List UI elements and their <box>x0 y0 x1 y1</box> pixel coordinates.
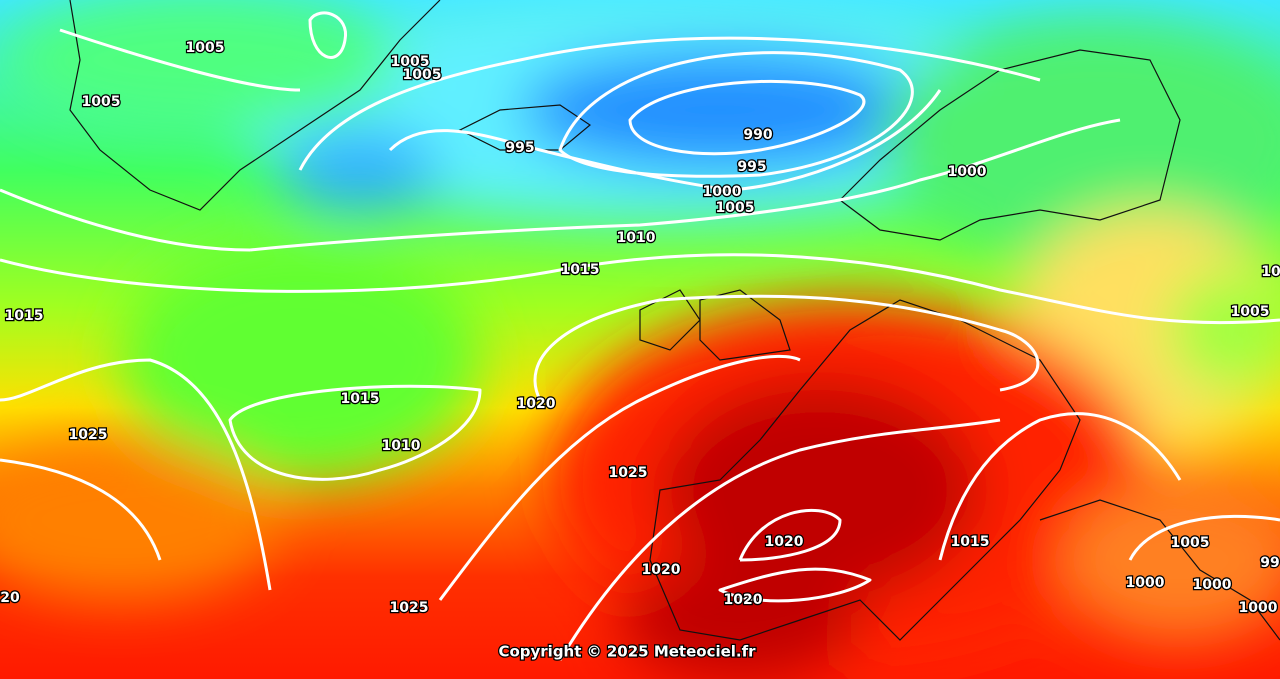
isobar-label: 1025 <box>609 465 648 481</box>
coastlines <box>69 0 1280 641</box>
isobar-label: 1015 <box>5 308 44 324</box>
isobar-label: 1005 <box>186 40 225 56</box>
isobar-label: 10 <box>1261 264 1280 280</box>
isobar-label: 1005 <box>1171 535 1210 551</box>
isobar-label: 1020 <box>724 592 763 608</box>
isobar-label: 1020 <box>642 562 681 578</box>
isobar-label: 1000 <box>948 164 987 180</box>
isobars <box>0 11 1280 661</box>
copyright: Copyright © 2025 Meteociel.fr <box>498 643 756 661</box>
isobar-label: 1015 <box>561 262 600 278</box>
isobar-labels: 1005100510051005995990995100010051000101… <box>0 39 1280 618</box>
isobar-label: 995 <box>505 140 534 156</box>
isobar-label: 1015 <box>951 534 990 550</box>
isobar-label: 1015 <box>341 391 380 407</box>
isobar-label: 20 <box>0 590 20 606</box>
isobar-label: 1020 <box>517 396 556 412</box>
isobar-label: 1025 <box>390 600 429 616</box>
isobar-label: 1020 <box>765 534 804 550</box>
isobar-label: 1005 <box>82 94 121 110</box>
isobar-label: 1000 <box>1193 577 1232 593</box>
isobar-label: 1010 <box>382 438 421 454</box>
isobar-label: 1000 <box>703 184 742 200</box>
isobar-label: 1025 <box>69 427 108 443</box>
isobar-label: 99 <box>1260 555 1279 571</box>
isobar-label: 1005 <box>716 200 755 216</box>
isobar-label: 1005 <box>403 67 442 83</box>
isobar-label: 1005 <box>1231 304 1270 320</box>
isobar-label: 1010 <box>617 230 656 246</box>
isobar-label: 1000 <box>1239 600 1278 616</box>
isobar-label: 995 <box>737 159 766 175</box>
isobar-label: 1005 <box>391 54 430 70</box>
isobar-label: 1000 <box>1126 575 1165 591</box>
isobar-label: 990 <box>743 127 772 143</box>
